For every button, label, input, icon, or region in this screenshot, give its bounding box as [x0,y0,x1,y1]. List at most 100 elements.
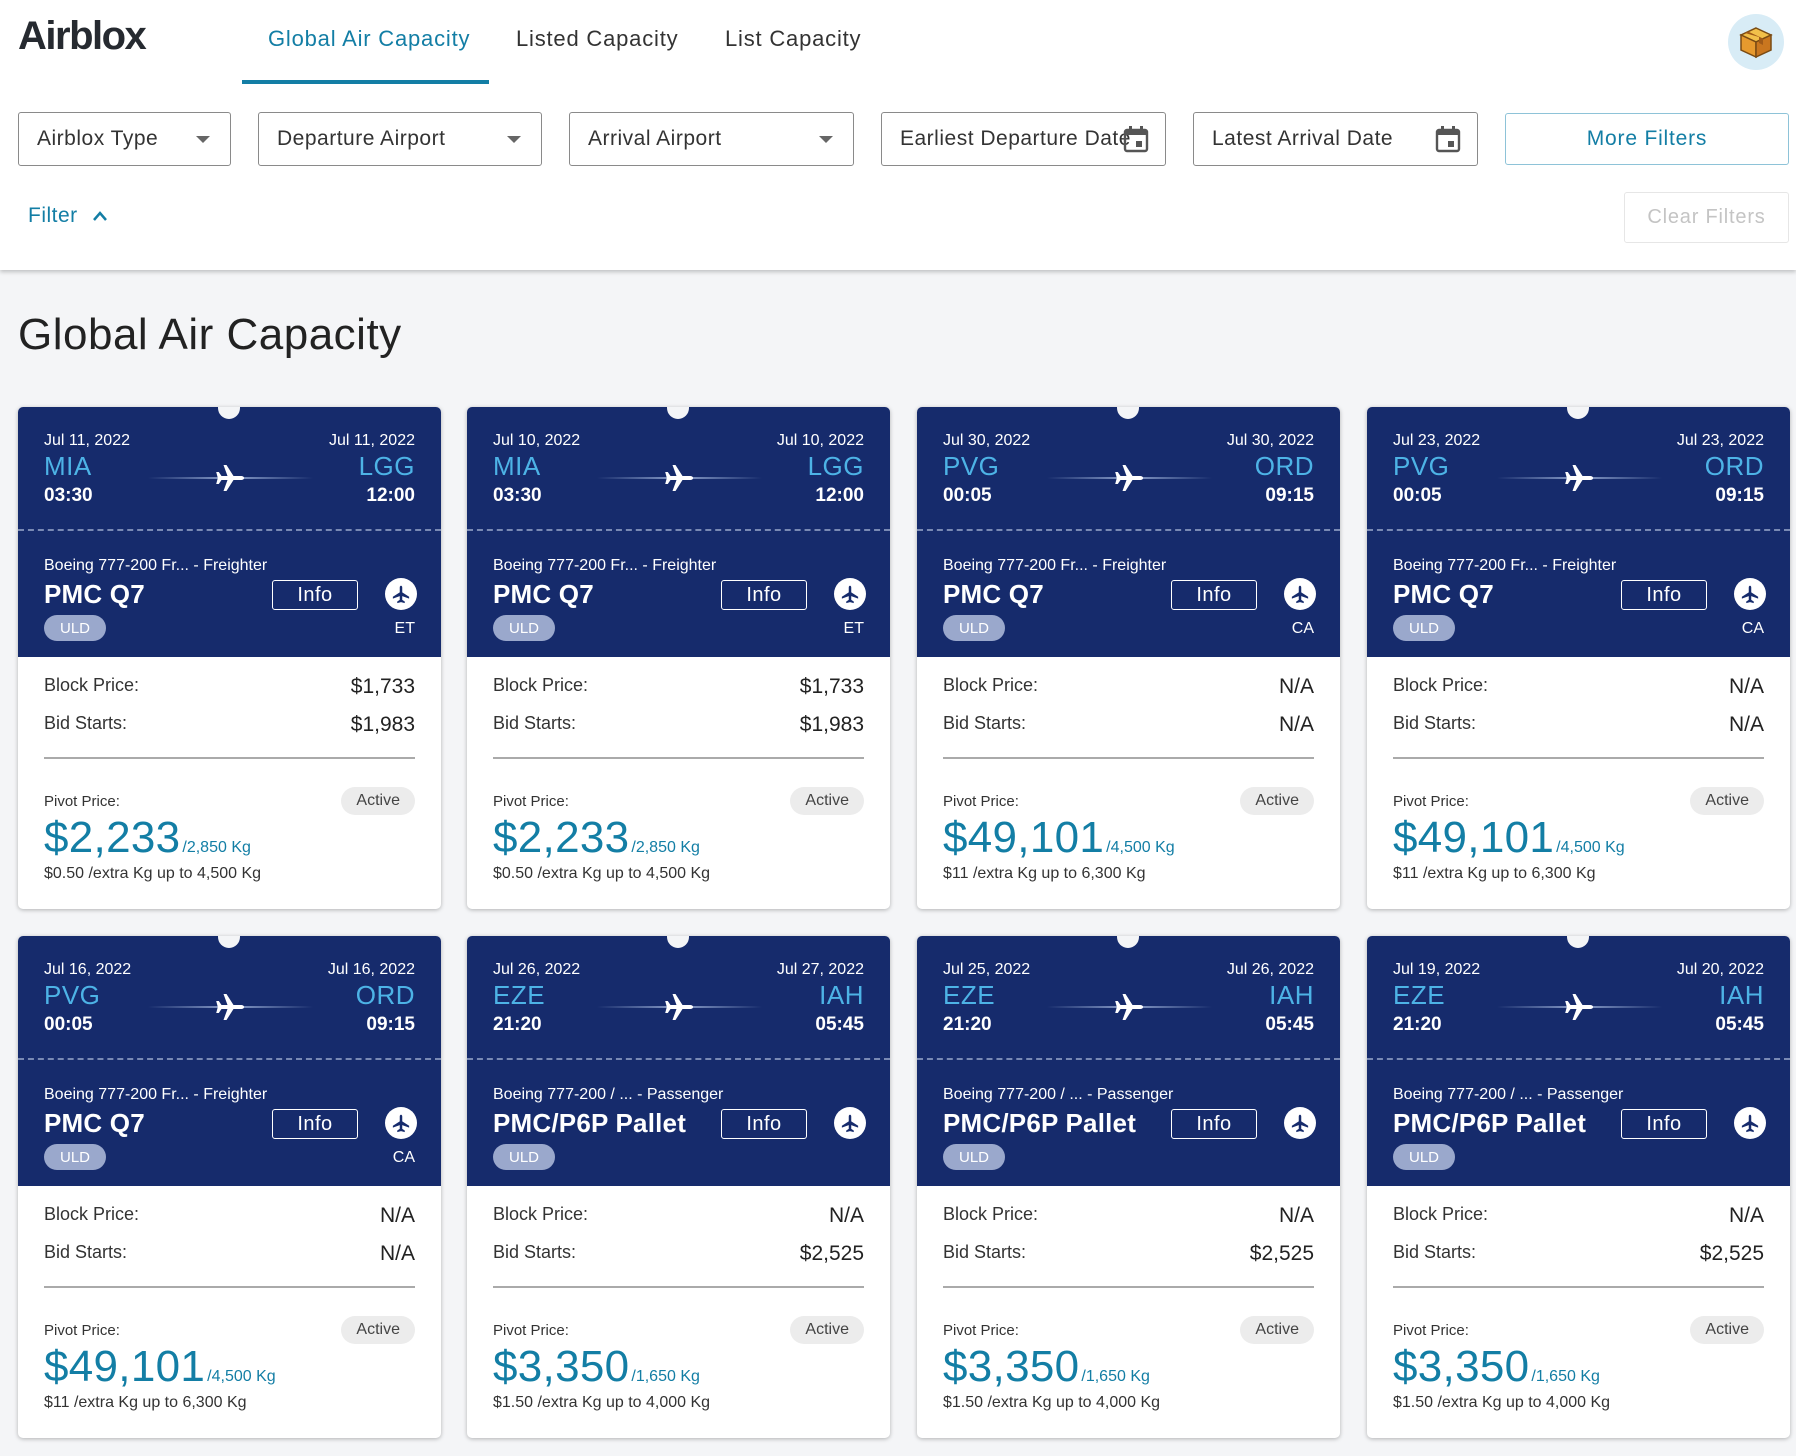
product-name: PMC/P6P Pallet [943,1108,1137,1138]
extra-kg-rate: $1.50 /extra Kg up to 4,000 Kg [943,1394,1161,1411]
pivot-price-label: Pivot Price: [493,1322,569,1339]
arrival-time: 12:00 [366,485,415,506]
flight-header: Jul 30, 2022 Jul 30, 2022 PVG ORD 00:05 09:15 [917,407,1340,529]
capacity-card[interactable]: Jul 10, 2022 Jul 10, 2022 MIA LGG 03:30 12:00… [467,407,890,909]
product-name: PMC Q7 [44,579,145,609]
arrival-date: Jul 23, 2022 [1676,432,1764,449]
user-avatar[interactable] [1728,14,1784,70]
product-section: Boeing 777-200 / ... - Passenger PMC/P6P … [467,1058,890,1186]
info-button[interactable]: Info [1171,1109,1257,1139]
bid-starts-value: N/A [1728,713,1764,736]
bid-starts-value: $1,983 [799,713,864,736]
block-price-label: Block Price: [493,675,589,695]
flight-header: Jul 11, 2022 Jul 11, 2022 MIA LGG 03:30 12:00 [18,407,441,529]
capacity-card[interactable]: Jul 23, 2022 Jul 23, 2022 PVG ORD 00:05 09:15… [1367,407,1790,909]
uld-badge: ULD [943,1144,1005,1170]
departure-airport-select[interactable]: Departure Airport [258,112,542,166]
pivot-price-label: Pivot Price: [1393,793,1469,810]
arrival-date: Jul 10, 2022 [776,432,864,449]
departure-time: 00:05 [943,485,992,506]
aircraft-type: Boeing 777-200 / ... - Passenger [493,1086,724,1103]
airline-logo-icon [1284,578,1316,610]
ticket-notch [1117,407,1139,419]
bid-starts-label: Bid Starts: [493,1242,577,1262]
arrival-date: Jul 27, 2022 [776,961,864,978]
block-price-value: N/A [1278,1204,1314,1227]
bid-starts-value: $2,525 [1699,1242,1764,1265]
divider [44,1286,415,1288]
block-price-value: $1,733 [350,675,415,698]
product-section: Boeing 777-200 Fr... - Freighter PMC Q7 In… [18,1058,441,1186]
latest-arrival-date-field[interactable]: Latest Arrival Date [1193,112,1478,166]
capacity-card[interactable]: Jul 19, 2022 Jul 20, 2022 EZE IAH 21:20 05:45… [1367,936,1790,1438]
info-button[interactable]: Info [721,1109,807,1139]
airplane-icon [214,463,246,493]
info-button[interactable]: Info [1621,580,1707,610]
info-button[interactable]: Info [1621,1109,1707,1139]
tab-list-capacity[interactable]: List Capacity [725,26,862,51]
capacity-card[interactable]: Jul 25, 2022 Jul 26, 2022 EZE IAH 21:20 05:45… [917,936,1340,1438]
arrival-date: Jul 26, 2022 [1226,961,1314,978]
tab-listed-capacity[interactable]: Listed Capacity [516,26,679,51]
bid-starts-value: N/A [1278,713,1314,736]
departure-date: Jul 30, 2022 [943,432,1031,449]
pivot-price: $3,350/1,650 Kg [493,1342,700,1392]
capacity-card[interactable]: Jul 16, 2022 Jul 16, 2022 PVG ORD 00:05 09:15… [18,936,441,1438]
airline-code: ET [843,620,864,637]
pivot-price: $49,101/4,500 Kg [1393,813,1625,863]
calendar-icon[interactable] [1123,125,1149,153]
clear-filters-button[interactable]: Clear Filters [1624,192,1789,243]
arrival-time: 09:15 [1265,485,1314,506]
extra-kg-rate: $0.50 /extra Kg up to 4,500 Kg [493,865,711,882]
aircraft-type: Boeing 777-200 / ... - Passenger [1393,1086,1624,1103]
pivot-price-weight: /1,650 Kg [631,1368,700,1385]
uld-badge: ULD [493,615,555,641]
uld-badge: ULD [1393,615,1455,641]
airplane-icon [1563,463,1595,493]
capacity-card[interactable]: Jul 26, 2022 Jul 27, 2022 EZE IAH 21:20 05:45… [467,936,890,1438]
tab-global-air-capacity[interactable]: Global Air Capacity [268,26,471,51]
product-name: PMC Q7 [44,1108,145,1138]
airline-logo-icon [1284,1107,1316,1139]
calendar-icon[interactable] [1435,125,1461,153]
more-filters-button[interactable]: More Filters [1505,113,1789,165]
arrival-time: 09:15 [366,1014,415,1035]
arrival-time: 05:45 [1265,1014,1314,1035]
info-button[interactable]: Info [272,580,358,610]
info-button[interactable]: Info [1171,580,1257,610]
bid-starts-value: N/A [379,1242,415,1265]
capacity-card[interactable]: Jul 30, 2022 Jul 30, 2022 PVG ORD 00:05 09:15… [917,407,1340,909]
product-section: Boeing 777-200 Fr... - Freighter PMC Q7 In… [917,529,1340,657]
pivot-price-value: $3,350 [943,1342,1080,1391]
pivot-price: $49,101/4,500 Kg [44,1342,276,1392]
bid-starts-label: Bid Starts: [493,713,577,733]
capacity-card[interactable]: Jul 11, 2022 Jul 11, 2022 MIA LGG 03:30 12:00… [18,407,441,909]
earliest-departure-date-field[interactable]: Earliest Departure Date [881,112,1166,166]
airplane-icon [214,992,246,1022]
departure-date: Jul 19, 2022 [1393,961,1481,978]
arrival-airport-select[interactable]: Arrival Airport [569,112,854,166]
airblox-logo[interactable]: Airblox [18,14,147,58]
info-button[interactable]: Info [272,1109,358,1139]
pivot-price-weight: /1,650 Kg [1081,1368,1150,1385]
divider [943,1286,1314,1288]
divider [1393,757,1764,759]
block-price-label: Block Price: [493,1204,589,1224]
pivot-price-weight: /4,500 Kg [1106,839,1175,856]
bid-starts-value: $2,525 [799,1242,864,1265]
departure-time: 21:20 [493,1014,542,1035]
product-name: PMC/P6P Pallet [493,1108,687,1138]
block-price-label: Block Price: [1393,675,1489,695]
product-name: PMC Q7 [943,579,1044,609]
info-button[interactable]: Info [721,580,807,610]
filter-toggle[interactable]: Filter [28,204,108,228]
departure-date: Jul 11, 2022 [44,432,130,449]
bid-starts-label: Bid Starts: [44,713,128,733]
product-name: PMC Q7 [1393,579,1494,609]
airline-code: CA [1741,620,1764,637]
ticket-notch [1567,936,1589,948]
airblox-type-select[interactable]: Airblox Type [18,112,231,166]
aircraft-type: Boeing 777-200 Fr... - Freighter [1393,557,1617,574]
pivot-price-label: Pivot Price: [943,793,1019,810]
arrival-airport-code: IAH [1719,980,1764,1010]
